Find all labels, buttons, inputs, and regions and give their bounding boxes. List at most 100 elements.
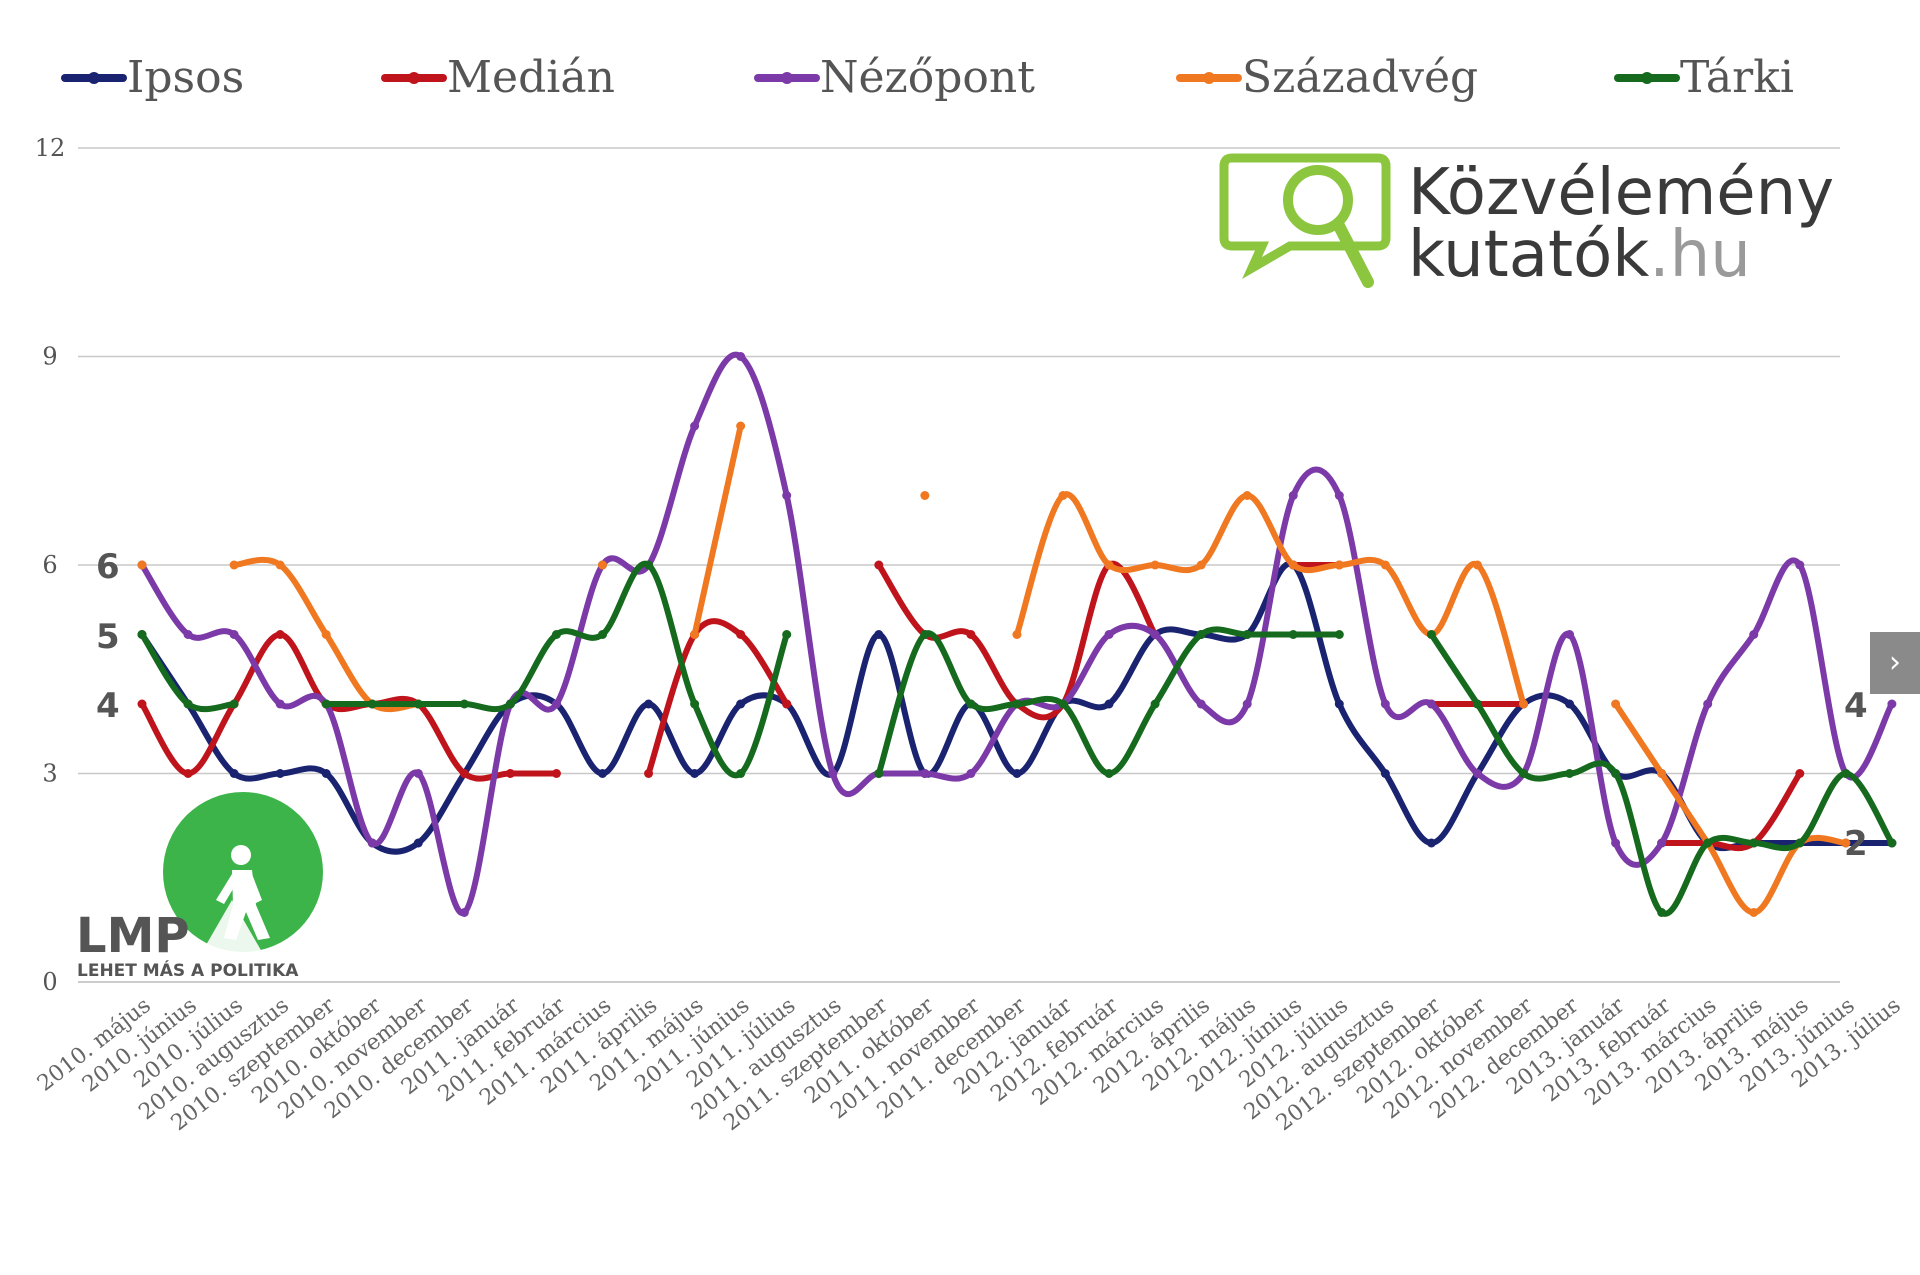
series-szazadveg xyxy=(137,421,1851,917)
legend: Ipsos Medián Nézőpont Századvég Tárki xyxy=(61,52,1794,103)
legend-marker xyxy=(88,72,100,84)
data-point-median xyxy=(459,769,469,778)
data-point-nezopont xyxy=(1749,630,1759,639)
data-point-ipsos xyxy=(1334,699,1344,709)
legend-label: Ipsos xyxy=(127,52,244,103)
speech-bubble-icon xyxy=(1219,153,1391,279)
lmp-logo: LMP LEHET MÁS A POLITIKA xyxy=(76,792,323,981)
y-tick-label: 0 xyxy=(42,968,57,996)
data-point-szazadveg xyxy=(1150,560,1160,570)
data-point-szazadveg xyxy=(920,491,930,500)
data-point-nezopont xyxy=(459,908,469,917)
data-point-tarki xyxy=(1841,769,1851,778)
data-point-tarki xyxy=(1703,838,1713,848)
legend-item-nezopont: Nézőpont xyxy=(754,52,1035,103)
data-point-tarki xyxy=(782,630,792,639)
data-point-szazadveg xyxy=(229,560,239,570)
series-layer xyxy=(137,351,1897,917)
data-point-median xyxy=(183,769,193,778)
data-point-median xyxy=(644,769,654,778)
data-point-tarki xyxy=(1150,699,1160,709)
brand-line2: kutatók.hu xyxy=(1408,218,1751,292)
lmp-tagline: LEHET MÁS A POLITIKA xyxy=(77,959,299,981)
brand-line1: Közvélemény xyxy=(1408,156,1834,230)
data-point-tarki xyxy=(1519,769,1528,778)
data-point-nezopont xyxy=(1380,699,1390,709)
legend-marker xyxy=(1203,72,1215,84)
legend-label: Medián xyxy=(447,52,615,103)
data-point-szazadveg xyxy=(1380,560,1390,570)
data-point-nezopont xyxy=(551,699,561,709)
data-point-nezopont xyxy=(1196,699,1206,709)
magnifier-icon xyxy=(1283,165,1353,235)
data-point-nezopont xyxy=(1426,699,1436,709)
data-point-tarki xyxy=(874,769,884,778)
data-point-tarki xyxy=(736,769,746,778)
series-line-median xyxy=(645,618,790,777)
data-point-tarki xyxy=(367,699,377,709)
data-point-szazadveg xyxy=(1196,560,1206,570)
series-line-szazadveg xyxy=(1013,491,1527,707)
data-point-ipsos xyxy=(598,769,607,778)
data-point-tarki xyxy=(644,560,654,570)
data-point-szazadveg xyxy=(1058,491,1068,500)
end-labels: 6 5 4 4 2 xyxy=(96,547,1868,864)
data-point-tarki xyxy=(1565,769,1575,778)
data-point-tarki xyxy=(1611,769,1621,778)
end-label-left-3: 4 xyxy=(96,686,120,726)
series-line-median xyxy=(1658,770,1803,852)
data-point-tarki xyxy=(1196,630,1206,639)
data-point-nezopont xyxy=(229,630,239,639)
legend-label: Nézőpont xyxy=(820,52,1035,103)
lmp-triangle xyxy=(202,900,262,952)
data-point-tarki xyxy=(183,699,193,709)
legend-item-tarki: Tárki xyxy=(1614,52,1794,103)
data-point-median xyxy=(1795,769,1805,778)
data-point-nezopont xyxy=(1104,630,1114,639)
brand-line2-suffix: .hu xyxy=(1649,218,1750,292)
y-tick-label: 12 xyxy=(35,134,66,162)
data-point-szazadveg xyxy=(1657,769,1667,778)
data-point-median xyxy=(137,699,147,709)
data-point-tarki xyxy=(505,699,515,709)
data-point-szazadveg xyxy=(275,560,285,570)
data-point-nezopont xyxy=(1288,491,1298,500)
next-slide-button[interactable]: › xyxy=(1870,632,1920,694)
data-point-median xyxy=(966,630,976,639)
data-point-szazadveg xyxy=(1472,560,1482,570)
legend-marker xyxy=(408,72,420,84)
series-line-median xyxy=(139,631,560,782)
data-point-nezopont xyxy=(1242,699,1252,709)
data-point-nezopont xyxy=(1150,630,1160,639)
data-point-tarki xyxy=(321,699,331,709)
data-point-ipsos xyxy=(1380,769,1390,778)
data-point-tarki xyxy=(551,630,561,639)
data-point-nezopont xyxy=(690,421,700,431)
data-point-ipsos xyxy=(1565,699,1575,709)
data-point-median xyxy=(782,699,792,709)
y-tick-label: 6 xyxy=(42,551,57,579)
data-point-ipsos xyxy=(736,699,746,709)
data-point-szazadveg xyxy=(1841,838,1851,848)
data-point-nezopont xyxy=(1887,699,1897,709)
data-point-ipsos xyxy=(690,769,700,778)
legend-item-ipsos: Ipsos xyxy=(61,52,244,103)
data-point-nezopont xyxy=(828,769,838,778)
data-point-szazadveg xyxy=(1519,699,1528,709)
data-point-nezopont xyxy=(736,352,746,361)
data-point-tarki xyxy=(1334,630,1344,639)
data-point-szazadveg xyxy=(736,421,746,431)
data-point-nezopont xyxy=(1703,699,1713,709)
data-point-ipsos xyxy=(321,769,331,778)
data-point-tarki xyxy=(966,699,976,709)
data-point-nezopont xyxy=(367,838,377,848)
data-point-szazadveg xyxy=(1611,699,1621,709)
gridlines xyxy=(78,147,1840,983)
y-tick-label: 9 xyxy=(42,343,57,371)
data-point-ipsos xyxy=(1012,769,1022,778)
data-point-nezopont xyxy=(413,769,423,778)
data-point-nezopont xyxy=(966,769,976,778)
data-point-tarki xyxy=(1242,630,1252,639)
data-point-szazadveg xyxy=(1749,908,1759,917)
data-point-median xyxy=(551,769,561,778)
